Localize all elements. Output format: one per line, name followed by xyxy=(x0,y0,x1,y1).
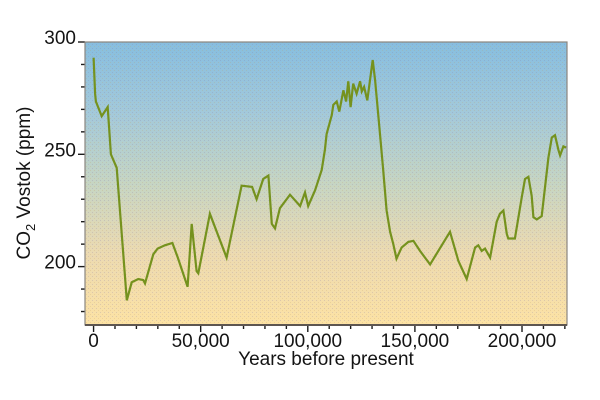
x-axis-title: Years before present xyxy=(238,349,414,370)
x-tick-label: 150,000 xyxy=(381,331,450,352)
y-tick-label: 250 xyxy=(44,140,76,161)
y-axis-title-prefix: CO xyxy=(14,230,35,260)
x-tick-label: 100,000 xyxy=(273,331,342,352)
y-axis-title: CO2 Vostok (ppm) xyxy=(13,23,38,343)
co2-data-line xyxy=(92,57,567,301)
x-tick-label: 0 xyxy=(88,331,99,352)
y-tick-label: 300 xyxy=(44,28,76,49)
x-tick-label: 200,000 xyxy=(488,331,557,352)
plot-stipple-overlay xyxy=(85,42,567,325)
y-axis-title-subscript: 2 xyxy=(22,223,38,231)
x-tick-label: 50,000 xyxy=(172,331,230,352)
y-tick-label: 200 xyxy=(44,253,76,274)
y-axis-title-suffix: Vostok (ppm) xyxy=(14,106,35,224)
